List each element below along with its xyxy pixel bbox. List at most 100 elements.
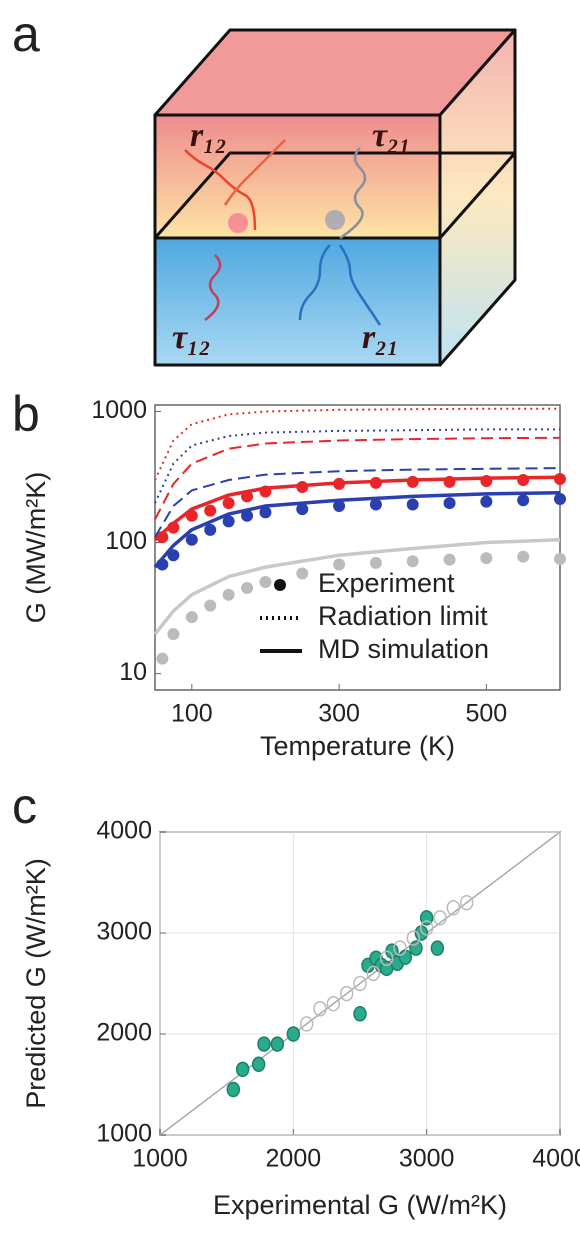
data-point bbox=[554, 552, 566, 565]
data-point bbox=[235, 1061, 250, 1078]
data-point bbox=[222, 497, 235, 510]
legend-label: Radiation limit bbox=[318, 601, 488, 631]
data-point bbox=[222, 588, 235, 601]
x-tick-label: 300 bbox=[318, 700, 360, 728]
data-point bbox=[406, 498, 419, 511]
x-tick-label: 3000 bbox=[399, 1145, 455, 1173]
data-point bbox=[446, 900, 461, 916]
data-point bbox=[286, 1026, 301, 1042]
panel-label: a bbox=[12, 6, 40, 62]
diagram-label: r₁₂ bbox=[190, 117, 227, 154]
legend-label: Experiment bbox=[318, 568, 455, 598]
x-tick-label: 1000 bbox=[132, 1145, 188, 1173]
legend-key bbox=[274, 579, 286, 591]
series-line bbox=[153, 538, 561, 636]
front-upper bbox=[153, 113, 442, 240]
data-point bbox=[241, 509, 254, 522]
series-line bbox=[153, 490, 561, 569]
data-point bbox=[419, 920, 434, 936]
data-point bbox=[369, 498, 382, 511]
diagram-label: τ₂₁ bbox=[372, 117, 411, 154]
data-point bbox=[333, 499, 346, 512]
y-tick-label: 3000 bbox=[96, 918, 152, 946]
data-point bbox=[369, 556, 382, 569]
series-line bbox=[153, 475, 561, 542]
data-point bbox=[222, 515, 235, 528]
phonon-waves bbox=[184, 139, 382, 326]
data-point bbox=[517, 473, 530, 486]
legend-label: MD simulation bbox=[318, 634, 489, 664]
data-point bbox=[185, 533, 198, 546]
data-point bbox=[433, 910, 447, 926]
y-tick-label: 4000 bbox=[96, 817, 152, 845]
data-point bbox=[257, 1036, 271, 1052]
data-point bbox=[326, 995, 341, 1012]
x-axis-title: Experimental G (W/m²K) bbox=[213, 1190, 507, 1220]
plot-area bbox=[154, 404, 561, 691]
x-axis-title: Temperature (K) bbox=[260, 731, 455, 761]
data-point bbox=[296, 567, 309, 580]
data-point bbox=[270, 1036, 285, 1052]
data-point bbox=[430, 940, 445, 956]
data-point bbox=[204, 504, 217, 517]
panel-label: c bbox=[12, 778, 37, 834]
data-point bbox=[156, 652, 169, 665]
data-point bbox=[480, 495, 493, 508]
y-tick-label: 1000 bbox=[96, 1120, 152, 1148]
data-point bbox=[443, 553, 456, 566]
data-point bbox=[517, 550, 530, 563]
data-point bbox=[406, 930, 421, 946]
data-point bbox=[379, 950, 394, 966]
data-point bbox=[393, 940, 407, 956]
reference-line bbox=[159, 831, 561, 1136]
data-point bbox=[226, 1081, 241, 1098]
series-line bbox=[154, 436, 561, 520]
x-tick-label: 100 bbox=[171, 700, 213, 728]
diagram-label: r₂₁ bbox=[362, 319, 399, 356]
data-point bbox=[259, 575, 272, 588]
y-tick-label: 2000 bbox=[96, 1019, 152, 1047]
front-lower bbox=[153, 236, 442, 367]
data-point bbox=[299, 1016, 314, 1032]
data-point bbox=[554, 473, 566, 486]
y-tick-label: 1000 bbox=[91, 396, 147, 424]
data-point bbox=[185, 611, 198, 624]
data-point bbox=[333, 558, 346, 571]
series-line bbox=[154, 428, 560, 504]
data-point bbox=[167, 628, 180, 641]
slab-diagram bbox=[153, 28, 517, 367]
diagram-label: τ₁₂ bbox=[172, 319, 211, 356]
y-axis-title: G (MW/m²K) bbox=[21, 472, 51, 623]
data-point bbox=[353, 1006, 367, 1022]
x-tick-label: 4000 bbox=[532, 1145, 580, 1173]
panel-label: b bbox=[12, 386, 40, 442]
interface-edge bbox=[438, 152, 517, 239]
data-point bbox=[339, 985, 354, 1002]
data-point bbox=[554, 492, 566, 505]
data-point bbox=[443, 497, 456, 510]
data-point bbox=[204, 523, 217, 536]
interface-plane bbox=[153, 151, 515, 239]
data-point bbox=[167, 549, 180, 562]
data-point bbox=[459, 894, 474, 911]
data-point bbox=[366, 965, 381, 982]
data-point bbox=[296, 503, 309, 516]
data-point bbox=[480, 552, 493, 565]
data-point bbox=[406, 475, 419, 488]
data-point bbox=[241, 581, 254, 594]
data-point bbox=[251, 1056, 266, 1073]
data-point bbox=[409, 940, 423, 956]
data-point bbox=[313, 1001, 327, 1017]
series-line bbox=[154, 467, 561, 538]
y-axis-title: Predicted G (W/m²K) bbox=[21, 858, 51, 1109]
data-point bbox=[406, 555, 419, 568]
y-tick-label: 100 bbox=[105, 527, 147, 555]
data-point bbox=[259, 506, 272, 519]
data-point bbox=[204, 599, 217, 612]
data-point bbox=[353, 975, 367, 992]
data-point bbox=[517, 494, 530, 507]
x-tick-label: 2000 bbox=[266, 1145, 322, 1173]
y-tick-label: 10 bbox=[119, 658, 147, 686]
x-tick-label: 500 bbox=[466, 700, 508, 728]
